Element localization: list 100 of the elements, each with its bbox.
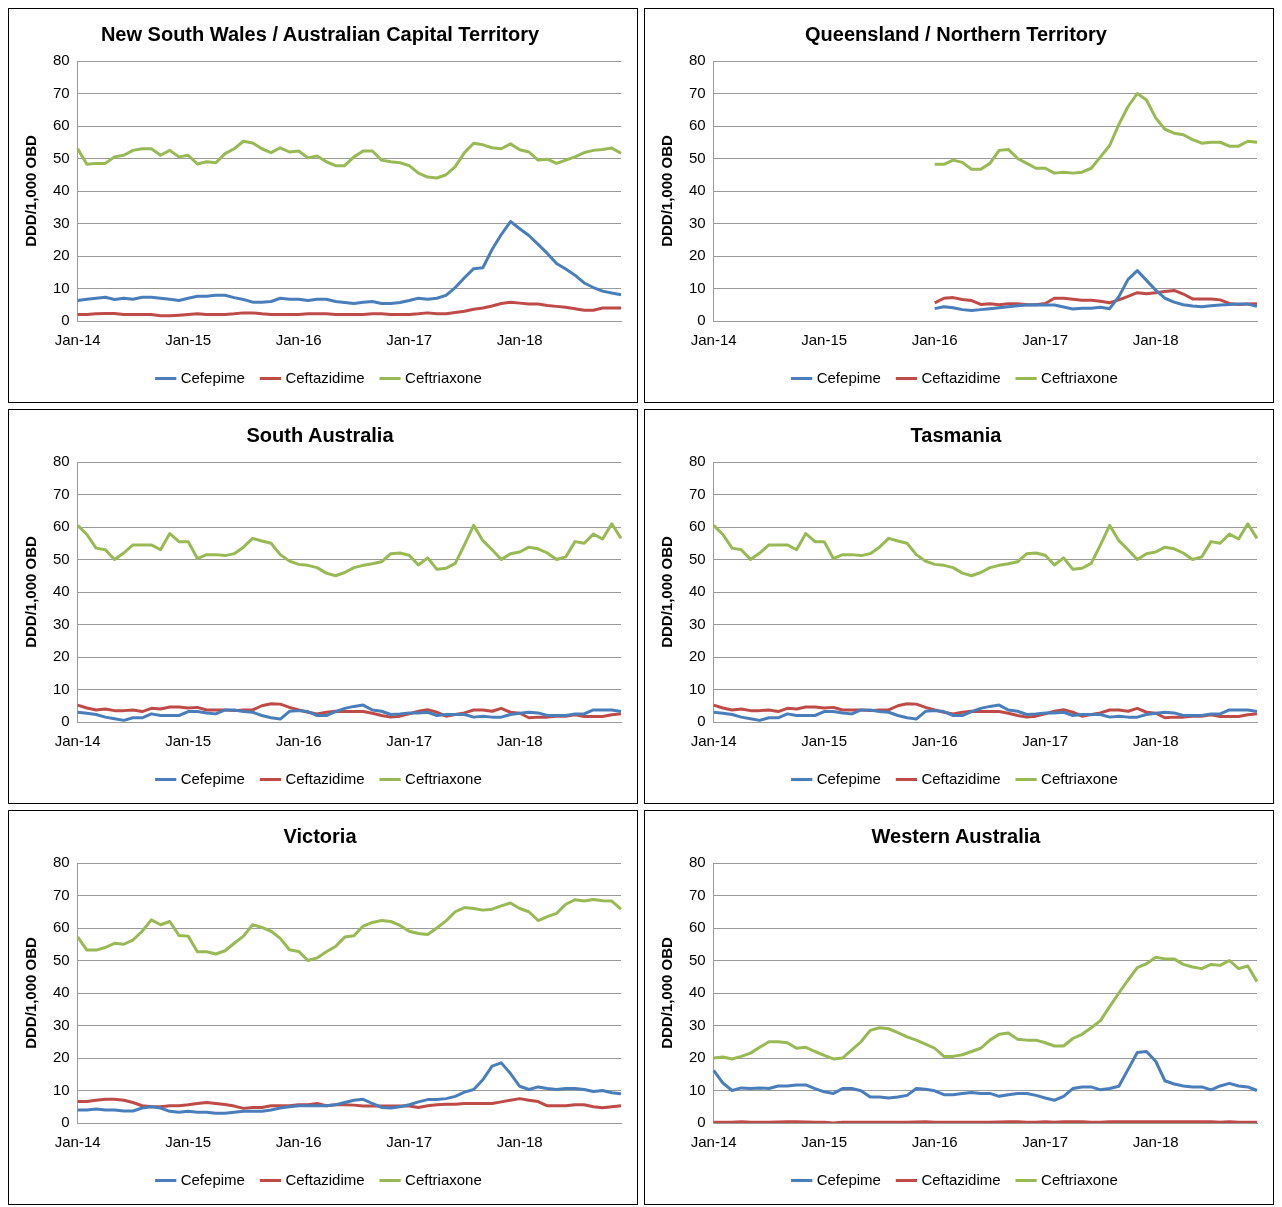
- legend-label: Ceftriaxone: [1041, 368, 1118, 386]
- y-tick-label: 30: [53, 213, 70, 231]
- x-tick-label: Jan-15: [801, 732, 848, 750]
- chart-title: Tasmania: [910, 423, 1003, 446]
- x-tick-label: Jan-14: [690, 331, 737, 349]
- y-tick-label: 10: [689, 278, 706, 296]
- legend-label: Ceftazidime: [285, 769, 365, 787]
- y-tick-label: 50: [689, 148, 706, 166]
- y-tick-label: 40: [689, 181, 706, 199]
- chart-title: Victoria: [283, 824, 358, 847]
- x-tick-label: Jan-14: [54, 331, 101, 349]
- y-tick-label: 0: [61, 311, 70, 329]
- x-tick-label: Jan-14: [54, 1133, 101, 1151]
- y-tick-label: 50: [53, 148, 70, 166]
- x-tick-label: Jan-18: [1132, 1133, 1179, 1151]
- legend-label: Ceftriaxone: [405, 769, 482, 787]
- y-tick-label: 70: [53, 83, 70, 101]
- legend-label: Ceftriaxone: [405, 1170, 482, 1188]
- x-tick-label: Jan-15: [165, 1133, 212, 1151]
- y-tick-label: 10: [53, 1080, 70, 1098]
- y-tick-label: 20: [53, 246, 70, 264]
- y-tick-label: 0: [61, 712, 70, 730]
- y-tick-label: 50: [689, 950, 706, 968]
- x-tick-label: Jan-17: [1022, 1133, 1069, 1151]
- x-tick-label: Jan-17: [1022, 732, 1069, 750]
- chart-title: Queensland / Northern Territory: [805, 22, 1108, 45]
- x-tick-label: Jan-17: [386, 732, 433, 750]
- x-tick-label: Jan-17: [386, 331, 433, 349]
- y-tick-label: 60: [53, 918, 70, 936]
- y-tick-label: 30: [689, 1015, 706, 1033]
- legend-label: Cefepime: [180, 1170, 245, 1188]
- x-tick-label: Jan-17: [1022, 331, 1069, 349]
- y-tick-label: 40: [689, 983, 706, 1001]
- y-tick-label: 0: [697, 1113, 706, 1131]
- y-axis-title: DDD/1,000 OBD: [22, 936, 40, 1049]
- legend-label: Cefepime: [180, 368, 245, 386]
- y-tick-label: 10: [53, 278, 70, 296]
- y-tick-label: 50: [53, 950, 70, 968]
- y-tick-label: 50: [53, 549, 70, 567]
- x-tick-label: Jan-14: [54, 732, 101, 750]
- legend-label: Cefepime: [816, 769, 881, 787]
- y-tick-label: 70: [689, 83, 706, 101]
- y-tick-label: 20: [689, 246, 706, 264]
- x-tick-label: Jan-18: [1132, 331, 1179, 349]
- y-tick-label: 60: [53, 116, 70, 134]
- chart-title: New South Wales / Australian Capital Territory: [100, 22, 540, 45]
- y-tick-label: 0: [61, 1113, 70, 1131]
- x-tick-label: Jan-16: [275, 331, 322, 349]
- y-axis-title: DDD/1,000 OBD: [22, 535, 40, 648]
- chart-title: Western Australia: [871, 824, 1042, 847]
- y-axis-title: DDD/1,000 OBD: [658, 936, 676, 1049]
- y-tick-label: 30: [53, 1015, 70, 1033]
- y-tick-label: 30: [53, 614, 70, 632]
- legend-label: Cefepime: [816, 1170, 881, 1188]
- y-tick-label: 10: [689, 679, 706, 697]
- legend-label: Ceftazidime: [921, 1170, 1001, 1188]
- legend-label: Ceftriaxone: [1041, 1170, 1118, 1188]
- x-tick-label: Jan-15: [165, 331, 212, 349]
- y-tick-label: 80: [53, 452, 70, 470]
- x-tick-label: Jan-18: [1132, 732, 1179, 750]
- x-tick-label: Jan-18: [496, 732, 543, 750]
- y-tick-label: 70: [689, 885, 706, 903]
- y-tick-label: 0: [697, 712, 706, 730]
- x-tick-label: Jan-14: [690, 1133, 737, 1151]
- chart-title: South Australia: [246, 423, 395, 446]
- y-tick-label: 10: [53, 679, 70, 697]
- y-tick-label: 30: [689, 213, 706, 231]
- x-tick-label: Jan-15: [801, 331, 848, 349]
- x-tick-label: Jan-15: [801, 1133, 848, 1151]
- x-tick-label: Jan-14: [690, 732, 737, 750]
- y-tick-label: 30: [689, 614, 706, 632]
- y-tick-label: 40: [53, 181, 70, 199]
- y-tick-label: 20: [53, 1048, 70, 1066]
- y-tick-label: 60: [689, 116, 706, 134]
- y-tick-label: 10: [689, 1080, 706, 1098]
- y-tick-label: 40: [689, 582, 706, 600]
- y-tick-label: 60: [689, 517, 706, 535]
- y-tick-label: 80: [689, 51, 706, 69]
- y-tick-label: 20: [689, 647, 706, 665]
- y-tick-label: 70: [689, 484, 706, 502]
- legend-label: Cefepime: [816, 368, 881, 386]
- y-tick-label: 80: [53, 853, 70, 871]
- y-tick-label: 80: [689, 452, 706, 470]
- y-tick-label: 0: [697, 311, 706, 329]
- x-tick-label: Jan-16: [275, 732, 322, 750]
- y-tick-label: 20: [689, 1048, 706, 1066]
- y-axis-title: DDD/1,000 OBD: [22, 134, 40, 247]
- y-tick-label: 80: [689, 853, 706, 871]
- y-tick-label: 50: [689, 549, 706, 567]
- x-tick-label: Jan-17: [386, 1133, 433, 1151]
- legend-label: Ceftazidime: [921, 769, 1001, 787]
- x-tick-label: Jan-16: [911, 331, 958, 349]
- x-tick-label: Jan-18: [496, 1133, 543, 1151]
- y-tick-label: 20: [53, 647, 70, 665]
- legend-label: Cefepime: [180, 769, 245, 787]
- y-tick-label: 40: [53, 582, 70, 600]
- legend-label: Ceftazidime: [285, 368, 365, 386]
- y-tick-label: 70: [53, 885, 70, 903]
- legend-label: Ceftazidime: [921, 368, 1001, 386]
- y-tick-label: 70: [53, 484, 70, 502]
